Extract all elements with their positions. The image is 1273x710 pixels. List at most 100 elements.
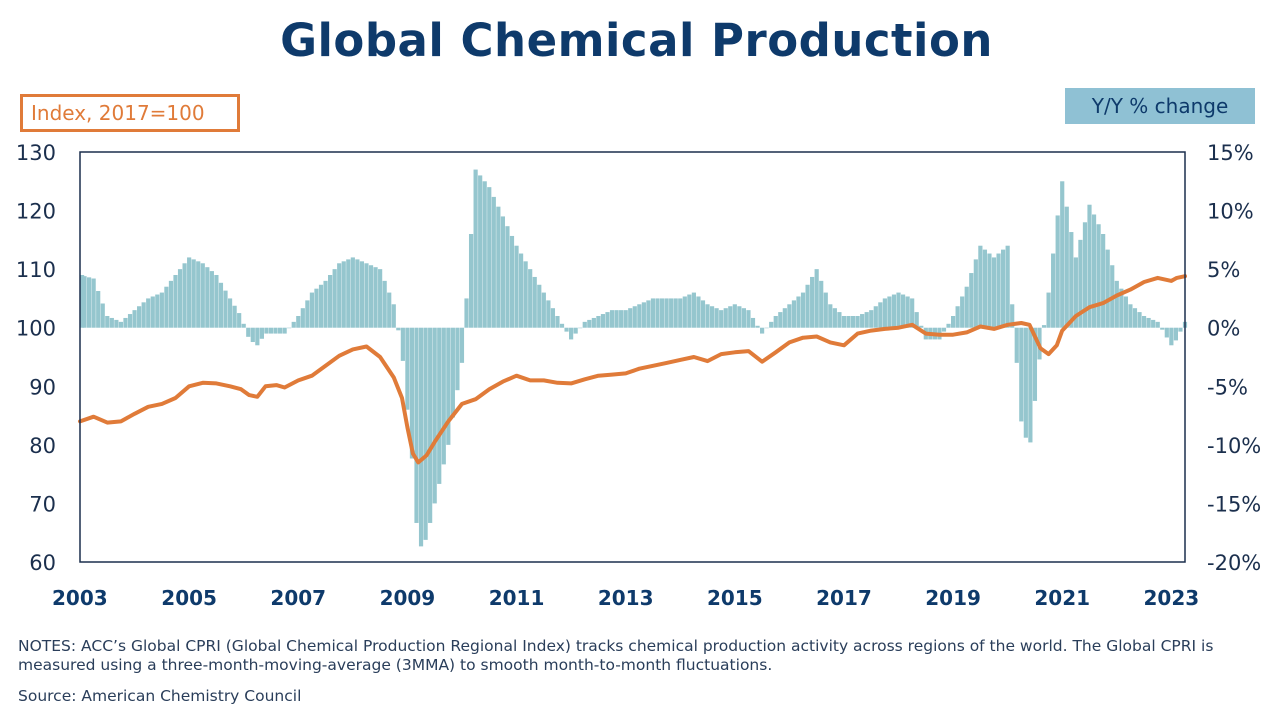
yoy-bar [991, 257, 997, 328]
yoy-bar [1101, 234, 1106, 328]
yoy-bar [482, 181, 487, 328]
yoy-bar [155, 294, 160, 328]
yoy-bar [905, 296, 910, 328]
right-axis-ticks: 15% 10% 5% 0% -5% -10% -15% -20% [1207, 141, 1261, 575]
yoy-bar [518, 253, 524, 328]
yoy-bar [546, 300, 551, 328]
yoy-bar [305, 300, 310, 328]
yoy-bar [400, 327, 405, 361]
yoy-bar [796, 296, 801, 328]
yoy-bar [537, 284, 542, 328]
yoy-bar [582, 321, 587, 328]
yoy-bar [337, 263, 342, 328]
right-tick-label: -20% [1207, 551, 1261, 575]
yoy-bar [632, 306, 637, 328]
yoy-bar [900, 294, 906, 328]
yoy-bar [505, 226, 510, 328]
yoy-bar [914, 312, 919, 328]
left-tick-label: 70 [29, 492, 56, 516]
yoy-bar [1051, 253, 1056, 328]
yoy-bar [373, 267, 378, 328]
yoy-bar [910, 298, 915, 328]
yoy-bar [191, 259, 196, 328]
yoy-bar [678, 298, 683, 328]
yoy-bar [277, 327, 283, 334]
yoy-bar [719, 310, 724, 328]
x-tick-label: 2023 [1144, 586, 1200, 610]
yoy-bar [705, 304, 710, 328]
x-tick-label: 2003 [52, 586, 108, 610]
yoy-bar [655, 298, 660, 328]
yoy-bar [232, 305, 237, 328]
yoy-bar [500, 216, 505, 328]
yoy-bar [177, 269, 183, 328]
yoy-bar [750, 317, 756, 328]
yoy-bar [737, 306, 742, 328]
yoy-bar [87, 277, 92, 328]
left-tick-label: 130 [16, 141, 56, 165]
yoy-bar [396, 327, 401, 331]
yoy-bar [441, 327, 446, 465]
yoy-bar [1073, 257, 1078, 328]
yoy-bar [628, 308, 633, 328]
yoy-bar [823, 292, 828, 328]
yoy-bar [1096, 224, 1101, 328]
yoy-bar [82, 276, 87, 328]
yoy-bar [391, 304, 396, 328]
right-axis-badge: Y/Y % change [1065, 88, 1255, 124]
yoy-bar [782, 308, 787, 328]
yoy-bar [850, 316, 856, 328]
yoy-bar [1001, 249, 1006, 328]
yoy-bar [364, 263, 369, 328]
yoy-bar [350, 257, 355, 328]
yoy-bar [550, 308, 556, 328]
yoy-bar [528, 269, 533, 328]
yoy-bar [118, 321, 124, 328]
yoy-bar [132, 310, 137, 328]
yoy-bar [682, 296, 687, 328]
yoy-bar [1123, 296, 1128, 328]
yoy-bar [1014, 327, 1019, 363]
yoy-bar [1146, 317, 1151, 328]
yoy-bar [127, 314, 133, 328]
yoy-bar [778, 312, 783, 328]
yoy-bar [637, 304, 642, 328]
yoy-bar [141, 302, 146, 328]
yoy-bar [814, 269, 819, 328]
yoy-bar [769, 321, 774, 328]
yoy-bar [973, 259, 978, 328]
yoy-bar [387, 292, 392, 328]
yoy-bar [773, 316, 778, 328]
x-tick-label: 2007 [270, 586, 326, 610]
yoy-bar [659, 298, 665, 328]
yoy-bar [473, 169, 478, 328]
yoy-bar [819, 280, 824, 328]
yoy-bar [1041, 325, 1047, 328]
yoy-bar [409, 327, 415, 459]
yoy-bar [619, 310, 624, 328]
yoy-bar [673, 298, 678, 328]
left-tick-label: 110 [16, 258, 56, 282]
yoy-bar [346, 259, 351, 328]
right-tick-label: -10% [1207, 434, 1261, 458]
yoy-bar [514, 245, 519, 328]
yoy-bar [609, 310, 615, 328]
x-tick-label: 2005 [161, 586, 217, 610]
yoy-bar [841, 316, 847, 328]
yoy-bar [955, 306, 960, 328]
yoy-bar [700, 300, 706, 328]
yoy-bar [569, 327, 574, 340]
yoy-bar [341, 261, 346, 328]
yoy-bar [1141, 316, 1147, 328]
yoy-bar [1173, 327, 1178, 341]
yoy-bar [1046, 292, 1051, 328]
right-tick-label: 15% [1207, 141, 1254, 165]
x-tick-label: 2019 [925, 586, 981, 610]
yoy-bar [555, 316, 560, 328]
yoy-bar [382, 280, 387, 328]
yoy-bar [1082, 222, 1088, 328]
yoy-bar [487, 187, 492, 328]
yoy-bar [368, 265, 374, 328]
yoy-bar [1060, 181, 1065, 328]
